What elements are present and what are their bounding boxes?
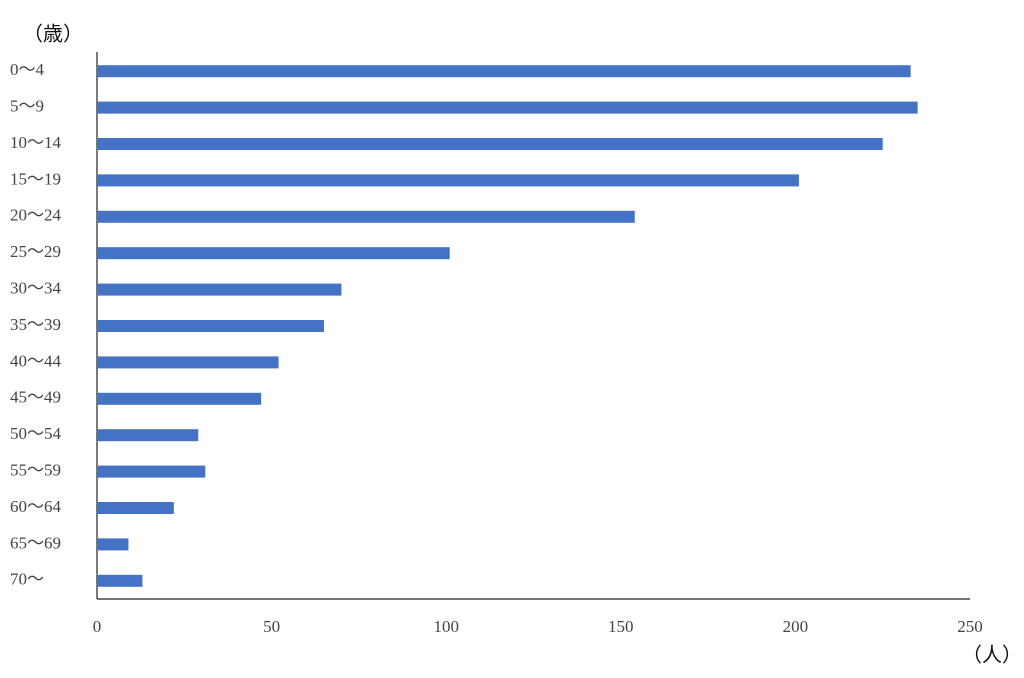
bar xyxy=(97,65,911,78)
y-tick-label: 25～29 xyxy=(10,242,61,261)
x-tick-label: 200 xyxy=(783,617,809,636)
y-tick-label: 30～34 xyxy=(10,279,61,298)
y-axis-title: （歳） xyxy=(23,22,83,46)
bar xyxy=(97,283,342,296)
bar xyxy=(97,465,206,478)
bar xyxy=(97,429,199,442)
y-tick-label: 60～64 xyxy=(10,497,61,516)
y-tick-label: 5～9 xyxy=(10,97,44,116)
bar xyxy=(97,320,324,332)
bar xyxy=(97,392,262,405)
x-tick-label: 100 xyxy=(433,617,459,636)
bar xyxy=(97,210,635,223)
y-tick-label: 40～44 xyxy=(10,351,61,370)
bar xyxy=(97,356,279,369)
bar xyxy=(97,538,129,551)
y-tick-label: 50～54 xyxy=(10,424,61,443)
y-tick-label: 10～14 xyxy=(10,133,61,152)
x-tick-label: 50 xyxy=(263,617,280,636)
x-tick-label: 150 xyxy=(608,617,634,636)
y-tick-label: 20～24 xyxy=(10,206,61,225)
bar xyxy=(97,574,143,587)
bar xyxy=(97,174,799,187)
bar xyxy=(97,101,918,114)
y-tick-label: 55～59 xyxy=(10,461,61,480)
y-tick-label: 45～49 xyxy=(10,388,61,407)
x-axis-title: （人） xyxy=(962,643,1022,667)
y-tick-label: 70～ xyxy=(10,570,44,589)
bar xyxy=(97,138,883,150)
x-tick-label: 250 xyxy=(957,617,983,636)
x-tick-label: 0 xyxy=(93,617,102,636)
y-tick-label: 65～69 xyxy=(10,533,61,552)
bar xyxy=(97,502,174,514)
y-tick-label: 35～39 xyxy=(10,315,61,334)
y-tick-label: 15～19 xyxy=(10,169,61,188)
y-tick-label: 0～4 xyxy=(10,60,44,79)
bar xyxy=(97,247,450,260)
